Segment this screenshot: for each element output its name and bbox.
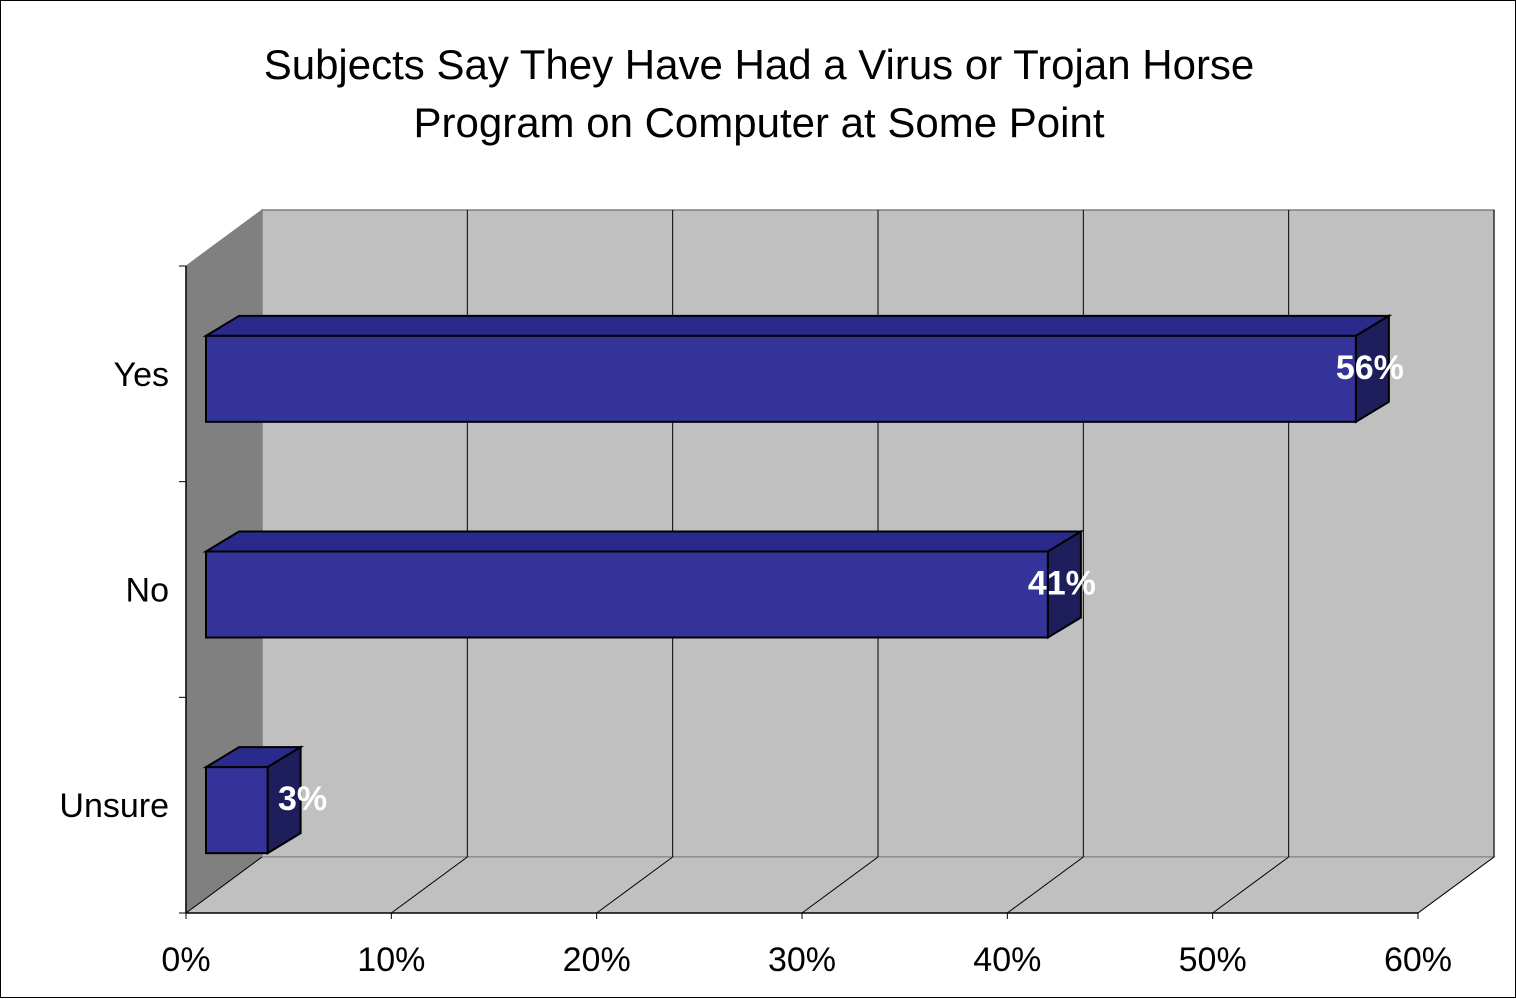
category-label: No xyxy=(126,572,169,610)
x-tick-label: 30% xyxy=(768,941,836,979)
floor-gridline xyxy=(185,856,263,914)
bar xyxy=(205,334,1357,423)
floor-gridline xyxy=(1417,856,1495,914)
data-label: 41% xyxy=(1028,565,1096,603)
x-tick-label: 50% xyxy=(1179,941,1247,979)
x-tick-label: 0% xyxy=(161,941,210,979)
data-label: 3% xyxy=(278,780,327,818)
x-tick-label: 60% xyxy=(1384,941,1452,979)
data-label: 56% xyxy=(1336,349,1404,387)
bar-top xyxy=(202,314,1393,337)
category-label: Unsure xyxy=(59,787,169,825)
x-tick-label: 20% xyxy=(563,941,631,979)
bar-top xyxy=(202,530,1085,553)
bar xyxy=(205,550,1049,639)
chart-title-line-1: Subjects Say They Have Had a Virus or Tr… xyxy=(263,41,1255,88)
floor-gridline xyxy=(391,856,468,914)
chart-title-line-2: Program on Computer at Some Point xyxy=(413,99,1105,146)
floor-gridline xyxy=(1212,856,1289,914)
x-tick-label: 40% xyxy=(973,941,1041,979)
floor-gridline xyxy=(1007,856,1084,914)
floor-gridline xyxy=(801,856,879,914)
category-label: Yes xyxy=(114,356,169,394)
bar xyxy=(205,766,269,855)
x-tick-label: 10% xyxy=(357,941,425,979)
floor-gridline xyxy=(596,856,673,914)
